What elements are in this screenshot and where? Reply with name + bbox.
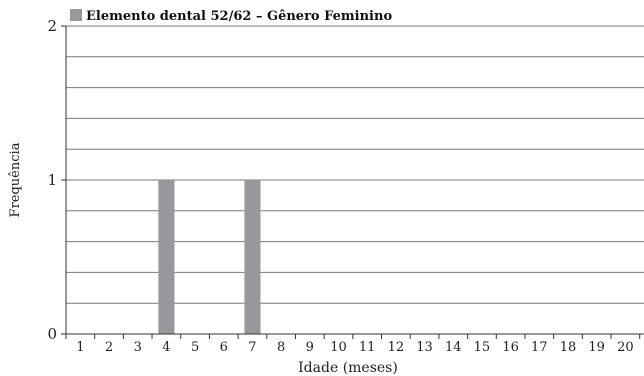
x-tick-label: 16 bbox=[502, 340, 519, 355]
y-tick-label: 1 bbox=[47, 171, 57, 189]
x-tick-label: 8 bbox=[277, 340, 285, 355]
axes bbox=[61, 25, 644, 339]
x-tick-label: 1 bbox=[76, 340, 84, 355]
x-tick-label: 7 bbox=[248, 340, 256, 355]
x-tick-label: 18 bbox=[560, 340, 577, 355]
x-tick-label: 19 bbox=[588, 340, 605, 355]
x-tick-label: 12 bbox=[388, 340, 405, 355]
legend-label: Elemento dental 52/62 – Gênero Feminino bbox=[86, 9, 392, 24]
y-tick-label: 2 bbox=[47, 17, 57, 35]
x-tick-label: 20 bbox=[617, 340, 634, 355]
x-tick-label: 4 bbox=[162, 340, 170, 355]
legend: Elemento dental 52/62 – Gênero Feminino bbox=[70, 9, 392, 24]
y-tick-label: 0 bbox=[47, 325, 57, 343]
x-tick-label: 14 bbox=[445, 340, 462, 355]
x-tick-label: 15 bbox=[474, 340, 491, 355]
bars bbox=[158, 180, 261, 334]
bar bbox=[244, 180, 261, 334]
x-tick-labels: 1 2 3 4 5 6 7 8 9 10 11 12 13 14 15 16 17 18 19 20 bbox=[76, 340, 633, 355]
x-axis-title: Idade (meses) bbox=[298, 360, 398, 376]
x-tick-label: 2 bbox=[105, 340, 113, 355]
bar bbox=[158, 180, 175, 334]
x-tick-label: 5 bbox=[191, 340, 199, 355]
x-tick-label: 10 bbox=[330, 340, 347, 355]
x-tick-label: 13 bbox=[416, 340, 433, 355]
x-tick-label: 6 bbox=[220, 340, 228, 355]
x-tick-label: 11 bbox=[359, 340, 376, 355]
legend-swatch bbox=[70, 9, 82, 21]
x-tick-label: 9 bbox=[306, 340, 314, 355]
x-tick-label: 3 bbox=[134, 340, 142, 355]
y-tick-labels: 0 1 2 bbox=[47, 17, 57, 343]
grid-lines bbox=[66, 25, 644, 304]
y-axis-title: Frequência bbox=[8, 142, 23, 217]
x-tick-label: 17 bbox=[531, 340, 548, 355]
